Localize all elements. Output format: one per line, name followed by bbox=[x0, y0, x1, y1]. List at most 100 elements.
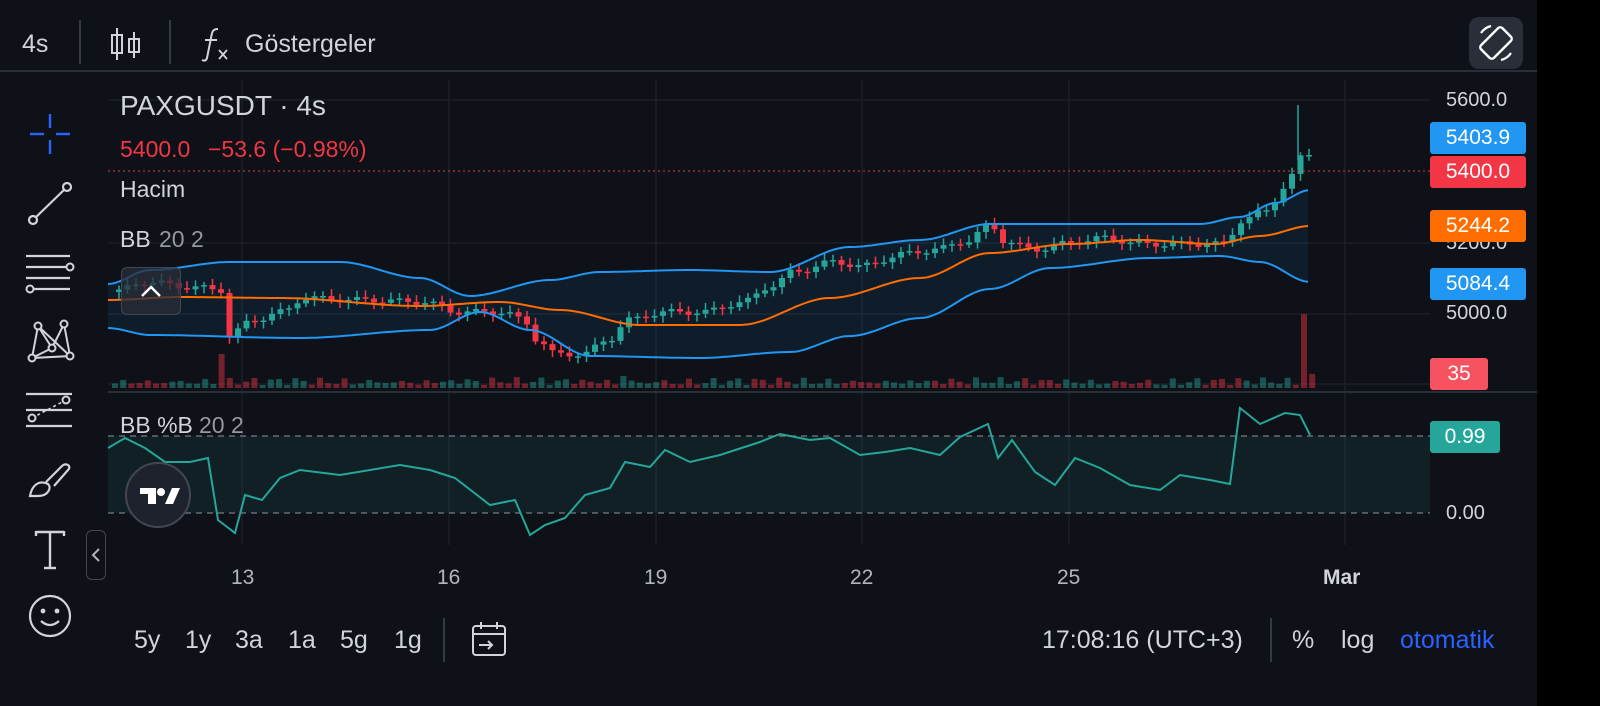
volume-bar bbox=[882, 380, 889, 388]
volume-bar bbox=[546, 384, 553, 388]
volume-bars bbox=[112, 314, 1316, 388]
calendar-goto-icon[interactable] bbox=[470, 620, 508, 658]
candle-body bbox=[1306, 155, 1312, 157]
chart-app: 4s Göstergeler bbox=[0, 0, 1537, 706]
percent-scale-toggle[interactable]: % bbox=[1292, 626, 1315, 654]
volume-bar bbox=[825, 378, 832, 388]
candle-body bbox=[1076, 243, 1083, 245]
volume-bar bbox=[940, 384, 947, 388]
xabcd-pattern-icon[interactable] bbox=[24, 316, 76, 368]
volume-bar bbox=[374, 382, 381, 388]
volume-bar bbox=[1030, 384, 1037, 388]
candle-body bbox=[354, 297, 360, 300]
volume-bar bbox=[530, 381, 537, 388]
price-change: −53.6 (−0.98%) bbox=[208, 136, 367, 162]
bb-indicator-params: 20 2 bbox=[159, 226, 204, 252]
volume-bar bbox=[1161, 384, 1168, 388]
volume-bar bbox=[1046, 380, 1053, 388]
fib-retracement-icon[interactable] bbox=[24, 246, 76, 298]
volume-bar bbox=[382, 383, 389, 388]
price-axis-tick: 5600.0 bbox=[1446, 89, 1508, 111]
candle-body bbox=[830, 260, 836, 262]
volume-bar bbox=[628, 380, 635, 388]
forecast-icon[interactable] bbox=[24, 384, 76, 436]
auto-scale-toggle[interactable]: otomatik bbox=[1400, 626, 1495, 654]
volume-bar bbox=[768, 384, 774, 388]
collapse-sidebar-button[interactable] bbox=[86, 530, 106, 580]
volume-bar bbox=[948, 378, 955, 388]
volume-bar bbox=[1186, 382, 1193, 388]
pctb-indicator-name[interactable]: BB %B bbox=[120, 412, 193, 438]
volume-bar bbox=[636, 382, 643, 388]
volume-bar bbox=[571, 384, 578, 388]
bb-upper-line bbox=[107, 189, 1309, 298]
candle-body bbox=[694, 313, 700, 316]
volume-bar bbox=[612, 384, 619, 388]
bb-indicator-name[interactable]: BB bbox=[120, 226, 151, 252]
candle-body bbox=[719, 307, 726, 310]
volume-bar bbox=[718, 384, 725, 388]
volume-bar bbox=[308, 384, 315, 388]
volume-bar bbox=[259, 385, 266, 388]
text-icon[interactable] bbox=[24, 524, 76, 576]
candle-body bbox=[1195, 244, 1202, 247]
volume-bar bbox=[800, 377, 807, 388]
candle-body bbox=[1238, 223, 1244, 235]
volume-bar bbox=[1169, 378, 1176, 388]
candle-body bbox=[728, 307, 734, 309]
crosshair-icon[interactable] bbox=[24, 108, 76, 160]
log-scale-toggle[interactable]: log bbox=[1341, 626, 1375, 654]
range-5y[interactable]: 5y bbox=[134, 626, 161, 654]
range-1y[interactable]: 1y bbox=[185, 626, 212, 654]
candle-body bbox=[1085, 241, 1091, 245]
candle-body bbox=[991, 224, 998, 230]
range-1g[interactable]: 1g bbox=[394, 626, 422, 654]
volume-bar bbox=[1251, 384, 1258, 388]
candle-body bbox=[1297, 155, 1304, 174]
interval-button[interactable]: 4s bbox=[22, 30, 49, 58]
collapse-legend-button[interactable] bbox=[121, 267, 181, 315]
price-axis-tick: 5000.0 bbox=[1446, 302, 1508, 324]
candle-body bbox=[252, 320, 258, 323]
volume-bar bbox=[251, 378, 258, 388]
rotate-screen-button[interactable] bbox=[1469, 17, 1523, 69]
bb-lines bbox=[107, 170, 1430, 359]
candle-body bbox=[1025, 243, 1032, 248]
trend-line-icon[interactable] bbox=[24, 178, 76, 230]
indicators-button[interactable]: Göstergeler bbox=[245, 30, 376, 58]
volume-bar bbox=[587, 381, 594, 388]
volume-bar bbox=[366, 380, 373, 388]
range-5g[interactable]: 5g bbox=[340, 626, 368, 654]
candle-body bbox=[668, 309, 675, 312]
volume-bar bbox=[513, 377, 520, 388]
volume-bar bbox=[1292, 384, 1299, 388]
symbol-title[interactable]: PAXGUSDT · 4s bbox=[120, 90, 326, 121]
bb-band-fill bbox=[108, 190, 1308, 358]
volume-bar bbox=[218, 354, 225, 388]
candle-body bbox=[1153, 242, 1159, 247]
top-toolbar: 4s Göstergeler bbox=[0, 0, 1537, 72]
volume-bar bbox=[1022, 378, 1029, 388]
candle-body bbox=[524, 316, 530, 325]
volume-bar bbox=[1128, 384, 1135, 388]
range-1a[interactable]: 1a bbox=[288, 626, 316, 654]
candle-body bbox=[847, 264, 853, 267]
candle-body bbox=[226, 293, 233, 338]
volume-bar bbox=[317, 377, 323, 388]
candle-body bbox=[643, 316, 649, 319]
volume-bar bbox=[325, 383, 332, 388]
function-icon[interactable] bbox=[200, 26, 230, 62]
candle-body bbox=[1263, 210, 1270, 212]
candle-body bbox=[1280, 188, 1287, 203]
range-3a[interactable]: 3a bbox=[235, 626, 263, 654]
bottom-divider bbox=[1270, 618, 1272, 662]
volume-indicator-label[interactable]: Hacim bbox=[120, 176, 186, 202]
brush-icon[interactable] bbox=[24, 454, 76, 506]
candle-body bbox=[762, 290, 768, 294]
emoji-icon[interactable] bbox=[24, 590, 76, 642]
timezone-clock[interactable]: 17:08:16 (UTC+3) bbox=[1042, 626, 1243, 654]
bb-band-area bbox=[108, 190, 1308, 358]
candle-body bbox=[770, 287, 777, 291]
candles-chart-type-icon[interactable] bbox=[108, 26, 142, 62]
volume-bar bbox=[489, 377, 496, 388]
